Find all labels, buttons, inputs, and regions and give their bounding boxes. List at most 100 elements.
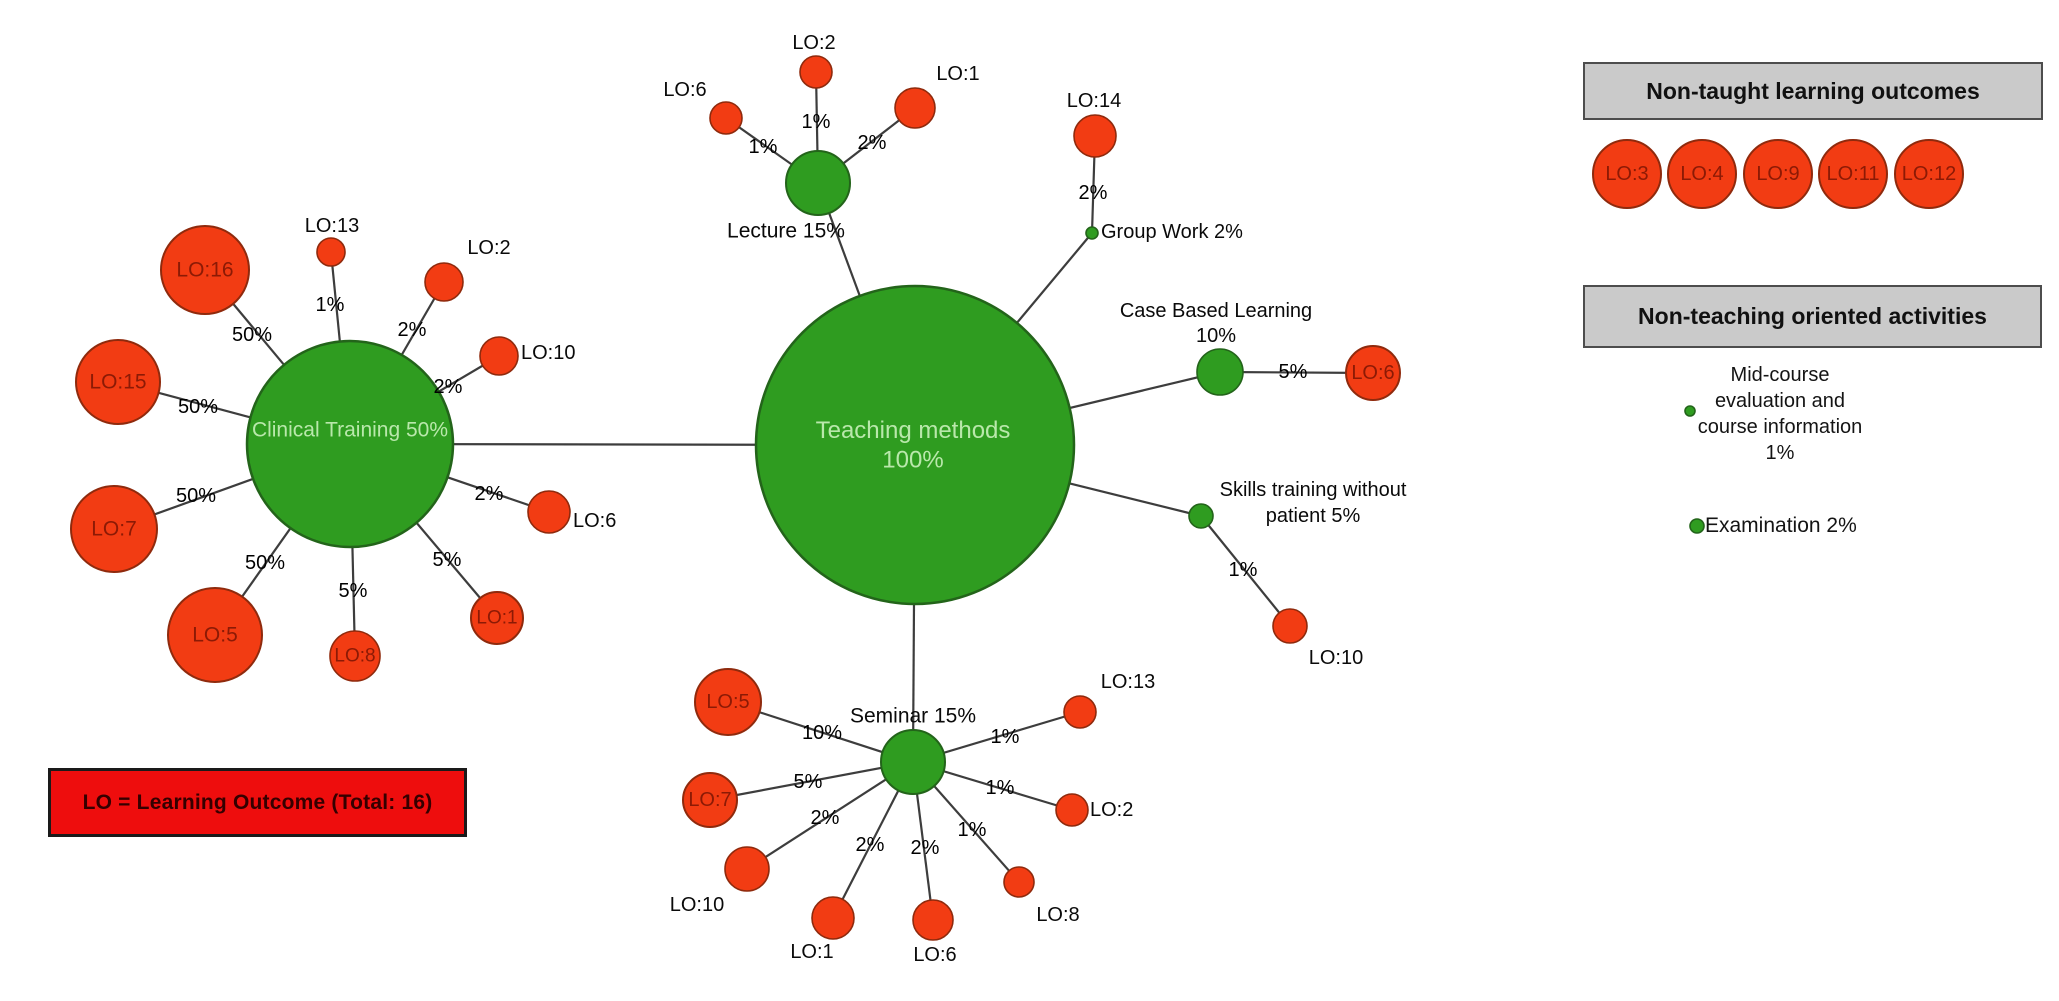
node-casebased bbox=[1196, 348, 1244, 396]
edge-label-clinical-c_lo1: 5% bbox=[433, 549, 462, 571]
node-label-lg_lo11: LO:11 bbox=[1827, 163, 1880, 185]
nodes-layer bbox=[70, 55, 1964, 941]
node-l_lo6 bbox=[709, 101, 743, 135]
node-label-c_lo2: LO:2 bbox=[467, 237, 510, 259]
node-label-teaching: Teaching methods 100% bbox=[816, 417, 1011, 473]
edge-skills-sk_lo10 bbox=[1200, 515, 1291, 627]
node-label-c_lo1: LO:1 bbox=[476, 608, 517, 629]
node-c_lo10 bbox=[479, 336, 519, 376]
node-teaching bbox=[754, 284, 1076, 606]
node-label-l_lo6: LO:6 bbox=[663, 79, 706, 101]
node-label-casebased: Case Based Learning 10% bbox=[1120, 300, 1312, 347]
edge-label-clinical-c_lo2: 2% bbox=[398, 319, 427, 341]
node-label-s_lo10: LO:10 bbox=[670, 894, 724, 916]
node-label-c_lo15: LO:15 bbox=[89, 371, 146, 394]
node-label-seminar: Seminar 15% bbox=[850, 705, 976, 728]
node-s_lo10 bbox=[724, 846, 770, 892]
node-label-l_lo2: LO:2 bbox=[792, 32, 835, 54]
node-lg_lo9 bbox=[1743, 139, 1813, 209]
edge-label-lecture-l_lo2: 1% bbox=[802, 111, 831, 133]
edge-label-seminar-s_lo5: 10% bbox=[802, 722, 842, 744]
node-c_lo16 bbox=[160, 225, 250, 315]
edge-label-seminar-s_lo7: 5% bbox=[794, 771, 823, 793]
node-label-clinical: Clinical Training 50% bbox=[252, 419, 448, 442]
node-s_lo5 bbox=[694, 668, 762, 736]
edge-label-lecture-l_lo6: 1% bbox=[749, 136, 778, 158]
labels-layer: Teaching methods 100% Clinical Training 50… bbox=[89, 32, 1956, 966]
non-taught-outcomes-header: Non-taught learning outcomes bbox=[1583, 62, 2043, 120]
node-label-sk_lo10: LO:10 bbox=[1309, 647, 1363, 669]
edge-label-clinical-c_lo15: 50% bbox=[178, 396, 218, 418]
node-lg_lo4 bbox=[1667, 139, 1737, 209]
node-sk_lo10 bbox=[1272, 608, 1308, 644]
node-label-s_lo2: LO:2 bbox=[1090, 799, 1133, 821]
node-c_lo8 bbox=[329, 630, 381, 682]
node-s_lo8 bbox=[1003, 866, 1035, 898]
examination-label: Examination 2% bbox=[1705, 514, 1857, 537]
node-c_lo2 bbox=[424, 262, 464, 302]
node-l_lo14 bbox=[1073, 114, 1117, 158]
edge-label-groupwork-l_lo14: 2% bbox=[1079, 182, 1108, 204]
midcourse-evaluation-label: Mid-course evaluation and course informa… bbox=[1697, 364, 1863, 464]
node-cb_lo6 bbox=[1345, 345, 1401, 401]
node-label-c_lo8: LO:8 bbox=[334, 646, 375, 667]
edge-label-seminar-s_lo8: 1% bbox=[958, 819, 987, 841]
node-label-groupwork: Group Work 2% bbox=[1101, 221, 1243, 243]
node-seminar bbox=[880, 729, 946, 795]
node-label-lg_lo12: LO:12 bbox=[1902, 163, 1956, 185]
edge-label-clinical-c_lo6: 2% bbox=[475, 483, 504, 505]
edge-label-clinical-c_lo8: 5% bbox=[339, 580, 368, 602]
node-label-c_lo16: LO:16 bbox=[176, 259, 233, 282]
edge-seminar-s_lo7 bbox=[709, 760, 914, 802]
node-label-c_lo10: LO:10 bbox=[521, 342, 575, 364]
node-label-c_lo5: LO:5 bbox=[192, 624, 238, 647]
node-label-s_lo7: LO:7 bbox=[688, 789, 731, 811]
node-label-s_lo5: LO:5 bbox=[706, 691, 749, 713]
edge-label-clinical-c_lo7: 50% bbox=[176, 485, 216, 507]
node-label-s_lo13: LO:13 bbox=[1101, 671, 1155, 693]
node-lecture bbox=[785, 150, 851, 216]
node-label-s_lo1: LO:1 bbox=[790, 941, 833, 963]
node-c_lo6 bbox=[527, 490, 571, 534]
node-clinical bbox=[245, 339, 455, 549]
node-label-cb_lo6: LO:6 bbox=[1351, 362, 1394, 384]
node-s_lo6 bbox=[912, 899, 954, 941]
edge-label-clinical-c_lo16: 50% bbox=[232, 324, 272, 346]
edge-label-seminar-s_lo6: 2% bbox=[911, 837, 940, 859]
node-s_lo13 bbox=[1063, 695, 1097, 729]
node-lg_lo11 bbox=[1818, 139, 1888, 209]
node-label-lecture: Lecture 15% bbox=[727, 220, 845, 243]
node-l_lo1 bbox=[894, 87, 936, 129]
node-s_lo2 bbox=[1055, 793, 1089, 827]
node-c_lo7 bbox=[70, 485, 158, 573]
node-midcourse_dot bbox=[1684, 405, 1696, 417]
node-exam_dot bbox=[1689, 518, 1705, 534]
node-s_lo7 bbox=[682, 772, 738, 828]
node-skills bbox=[1188, 503, 1214, 529]
non-teaching-activities-header: Non-teaching oriented activities bbox=[1583, 285, 2042, 348]
node-label-lg_lo9: LO:9 bbox=[1756, 163, 1799, 185]
node-c_lo1 bbox=[470, 591, 524, 645]
edge-label-clinical-c_lo13: 1% bbox=[316, 294, 345, 316]
node-label-lg_lo3: LO:3 bbox=[1605, 163, 1648, 185]
edge-label-casebased-cb_lo6: 5% bbox=[1279, 361, 1308, 383]
edge-label-seminar-s_lo2: 1% bbox=[986, 777, 1015, 799]
node-lg_lo12 bbox=[1894, 139, 1964, 209]
node-label-s_lo6: LO:6 bbox=[913, 944, 956, 966]
node-s_lo1 bbox=[811, 896, 855, 940]
edge-label-seminar-s_lo1: 2% bbox=[856, 834, 885, 856]
node-lg_lo3 bbox=[1592, 139, 1662, 209]
edge-label-skills-sk_lo10: 1% bbox=[1229, 559, 1258, 581]
edge-label-clinical-c_lo5: 50% bbox=[245, 552, 285, 574]
node-label-skills: Skills training without patient 5% bbox=[1220, 479, 1407, 527]
node-label-l_lo1: LO:1 bbox=[936, 63, 979, 85]
node-label-c_lo7: LO:7 bbox=[91, 518, 137, 541]
edge-label-clinical-c_lo10: 2% bbox=[434, 376, 463, 398]
edge-label-seminar-s_lo10: 2% bbox=[811, 807, 840, 829]
edge-label-lecture-l_lo1: 2% bbox=[858, 132, 887, 154]
node-label-l_lo14: LO:14 bbox=[1067, 90, 1121, 112]
edge-label-seminar-s_lo13: 1% bbox=[991, 726, 1020, 748]
node-label-lg_lo4: LO:4 bbox=[1680, 163, 1723, 185]
